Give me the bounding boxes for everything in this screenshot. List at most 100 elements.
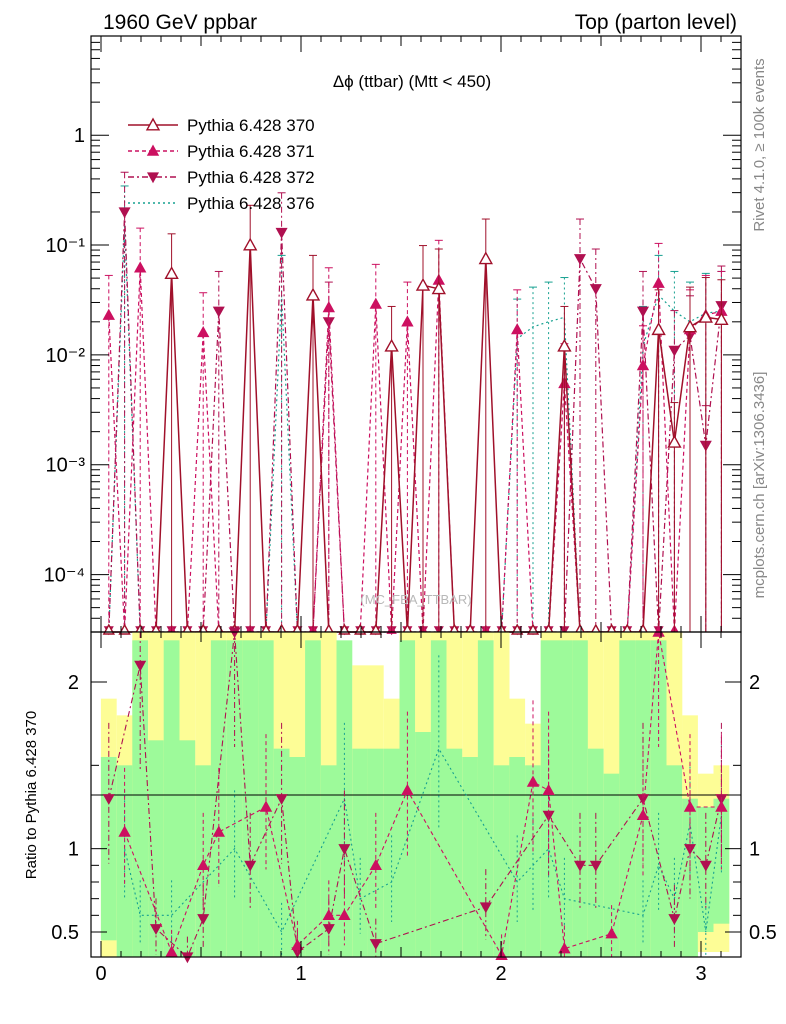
data-point-372 <box>668 345 681 357</box>
left-title: 1960 GeV ppbar <box>103 11 257 34</box>
data-point-370 <box>651 322 666 336</box>
ratio-band-inner <box>226 640 243 957</box>
mcplots-label: mcplots.cern.ch [arXiv:1306.3436] <box>751 372 768 599</box>
ratio-point-371 <box>165 945 178 957</box>
ratio-band-inner <box>462 757 479 957</box>
data-point-371 <box>401 315 414 327</box>
legend-label: Pythia 6.428 370 <box>187 116 315 135</box>
main-y-axis: 1 10⁻¹ 10⁻² 10⁻³ 10⁻⁴ <box>44 35 741 633</box>
ratio-point-371 <box>197 858 210 871</box>
legend: Pythia 6.428 370 Pythia 6.428 371 Pythia 6… <box>128 116 315 213</box>
legend-marker <box>146 172 160 184</box>
ratio-point-372 <box>369 939 382 950</box>
ratio-point-371 <box>526 775 540 787</box>
ratio-point-372 <box>589 860 602 872</box>
ratio-y-tick-label-right: 2 <box>749 672 760 694</box>
ratio-band-inner <box>477 640 494 957</box>
legend-label: Pythia 6.428 376 <box>187 194 315 213</box>
data-point-370 <box>384 338 399 352</box>
data-point-370 <box>478 251 493 265</box>
data-point-371 <box>369 297 382 309</box>
data-point-370 <box>557 338 572 352</box>
analysis-watermark: (MC_FBA_TTBAR) <box>360 592 471 607</box>
ratio-point-372 <box>338 844 351 855</box>
ratio-point-372 <box>244 860 257 872</box>
ratio-band-inner <box>666 765 683 957</box>
main-y-tick-label: 10⁻¹ <box>46 235 86 257</box>
ratio-point-371 <box>291 938 304 951</box>
ratio-point-371 <box>322 908 335 921</box>
x-tick-label: 0 <box>95 963 106 985</box>
ratio-point-372 <box>197 914 210 925</box>
ratio-point-372 <box>149 924 163 935</box>
ratio-y-tick-label: 2 <box>68 672 79 694</box>
main-title: Δϕ (ttbar) (Mtt < 450) <box>333 72 491 91</box>
rivet-label: Rivet 4.1.0, ≥ 100k events <box>751 58 768 231</box>
ratio-band-inner <box>430 640 447 957</box>
x-tick-label: 3 <box>695 963 706 985</box>
ratio-point-371 <box>118 825 131 837</box>
ratio-band-inner <box>415 732 431 957</box>
ratio-point-371 <box>558 942 571 954</box>
ratio-band-inner <box>289 757 306 957</box>
ratio-band-inner <box>352 748 369 957</box>
data-point-372 <box>589 284 602 295</box>
series-line-370 <box>108 244 722 633</box>
ratio-band-inner <box>556 640 573 957</box>
data-point-370 <box>415 277 431 291</box>
ratio-band-inner <box>242 640 259 957</box>
data-point-370 <box>714 312 729 325</box>
ratio-point-371 <box>683 800 697 812</box>
ratio-band-inner <box>163 640 180 957</box>
ratio-point-371 <box>605 927 618 939</box>
main-y-tick-label: 10⁻³ <box>46 455 86 477</box>
ratio-point-372 <box>699 860 712 872</box>
series-line-376 <box>108 225 722 633</box>
ratio-frame <box>90 631 742 958</box>
ratio-point-371 <box>715 800 728 812</box>
ratio-band-inner <box>603 773 620 957</box>
series-line-371 <box>108 267 722 633</box>
data-point-370 <box>305 287 321 301</box>
ratio-point-372 <box>134 660 147 672</box>
ratio-point-372 <box>573 860 587 872</box>
main-series-layer <box>102 171 729 636</box>
x-tick-label: 1 <box>295 963 306 985</box>
main-panel: 1 10⁻¹ 10⁻² 10⁻³ 10⁻⁴ Δϕ (ttbar) (Mtt < 450)… <box>44 35 742 636</box>
ratio-band-inner <box>100 757 117 941</box>
ratio-band-inner <box>493 765 510 957</box>
data-point-372 <box>212 306 225 318</box>
ratio-point-371 <box>259 800 273 812</box>
right-title: Top (parton level) <box>575 11 737 34</box>
data-point-370 <box>164 266 179 280</box>
ratio-point-372 <box>275 794 288 805</box>
legend-marker <box>145 117 161 131</box>
ratio-y-tick-label-right: 0.5 <box>749 922 777 944</box>
ratio-y-tick-label: 1 <box>68 839 79 861</box>
ratio-point-371 <box>212 825 225 837</box>
ratio-band-inner <box>305 640 321 957</box>
ratio-band-inner <box>572 640 588 957</box>
legend-label: Pythia 6.428 371 <box>187 142 315 161</box>
ratio-point-371 <box>636 808 650 821</box>
data-point-372 <box>573 254 587 265</box>
data-point-371 <box>322 301 335 313</box>
data-point-371 <box>134 261 147 273</box>
ratio-y-label: Ratio to Pythia 6.428 370 <box>23 711 40 879</box>
ratio-y-tick-label-right: 1 <box>749 839 760 861</box>
data-point-372 <box>636 306 650 318</box>
ratio-band-inner <box>446 748 463 957</box>
ratio-point-372 <box>668 914 681 925</box>
ratio-line-372 <box>108 631 722 958</box>
ratio-y-axis: 0.5 0.5 1 1 2 2 <box>51 672 777 944</box>
data-point-372 <box>275 227 288 239</box>
data-point-372 <box>118 207 131 219</box>
ratio-point-372 <box>479 902 492 914</box>
x-tick-label: 2 <box>495 963 506 985</box>
data-point-370 <box>243 237 258 251</box>
data-point-370 <box>698 309 713 323</box>
ratio-band-inner <box>367 748 384 957</box>
ratio-point-371 <box>542 783 555 796</box>
ratio-point-371 <box>369 858 382 871</box>
ratio-point-371 <box>338 908 351 921</box>
